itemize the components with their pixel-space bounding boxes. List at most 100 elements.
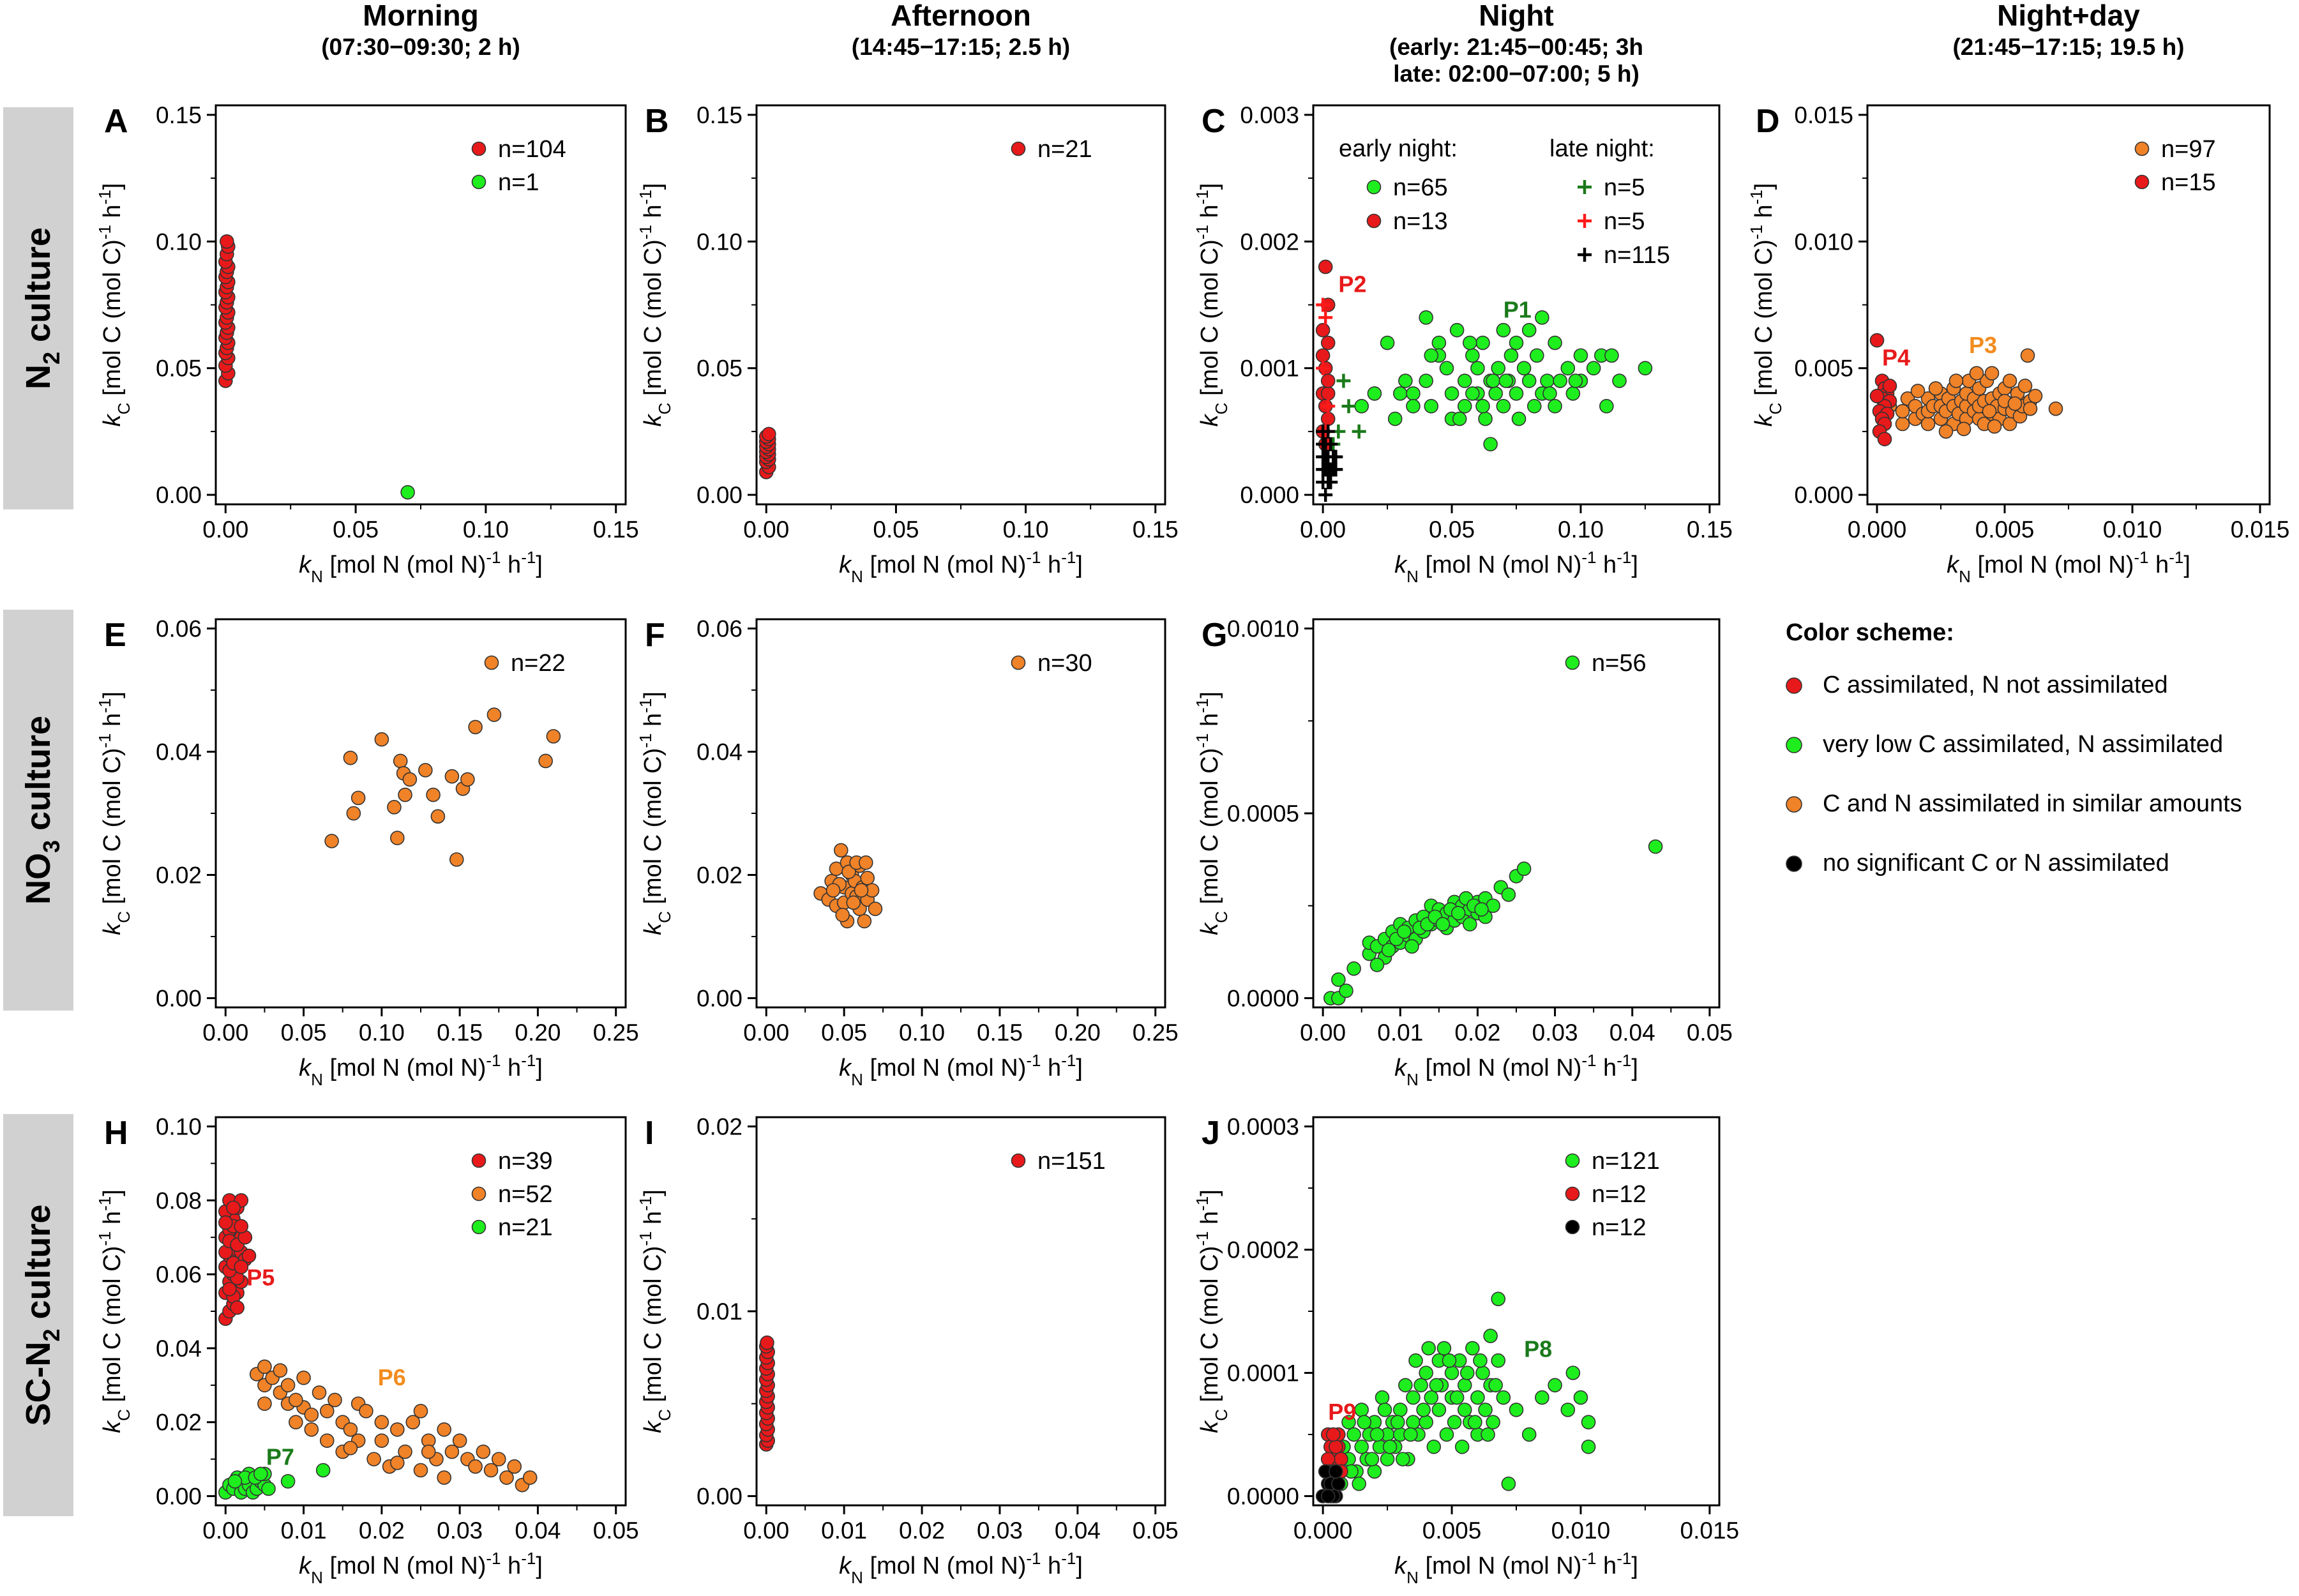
axis-label-superscript: -1: [95, 1196, 114, 1211]
data-point: [1316, 437, 1330, 451]
y-axis-label: kC [mol C (mol C)-1 h-1]: [95, 691, 133, 935]
data-point: [1320, 1452, 1336, 1466]
x-tick-label: 0.15: [437, 1020, 483, 1046]
axis-label-tail: h: [1196, 204, 1223, 225]
annotation-label: P5: [246, 1264, 275, 1290]
x-tick-label: 0.05: [873, 516, 919, 543]
data-point: [1449, 322, 1465, 338]
axis-label-unit: [mol C (mol C): [640, 239, 667, 402]
panel-letter: E: [104, 617, 126, 654]
data-point: [319, 1433, 335, 1448]
data-point: [2007, 396, 2023, 411]
data-point: [387, 800, 402, 815]
data-point: [483, 1463, 499, 1478]
legend-marker: [1578, 180, 1592, 194]
axis-label-superscript: -1: [1617, 548, 1631, 567]
data-point: [402, 772, 418, 787]
axis-label-variable: k: [99, 413, 126, 426]
plot-frame: [215, 618, 627, 1009]
series-green: [1323, 839, 1663, 1005]
data-point: [1377, 1403, 1392, 1417]
axis-label-superscript: -1: [1617, 1549, 1631, 1568]
data-point: [1586, 361, 1601, 376]
color-scheme-legend: Color scheme: C assimilated, N not assimi…: [1786, 619, 2242, 877]
y-axis-label: kC [mol C (mol C)-1 h-1]: [95, 1189, 133, 1433]
axis-label-subscript: C: [114, 911, 133, 923]
data-point: [1429, 1378, 1444, 1393]
legend-item: n=121: [1565, 1148, 1660, 1175]
data-point: [319, 1404, 335, 1419]
data-point: [1320, 335, 1336, 350]
y-axis-label: kC [mol C (mol C)-1 h-1]: [636, 691, 674, 935]
axis-label-superscript: -1: [2134, 548, 2148, 567]
y-tick-label: 0.0001: [1227, 1360, 1299, 1387]
data-point: [2020, 348, 2035, 363]
data-point: [1877, 432, 1892, 447]
data-point: [1442, 1353, 1457, 1368]
data-point: [1491, 1353, 1506, 1368]
data-point: [1560, 1403, 1576, 1417]
axis-label-subscript: N: [311, 1070, 323, 1089]
y-tick-label: 0.02: [697, 862, 742, 889]
axis-label-unit: [mol C (mol C): [1196, 1246, 1223, 1409]
axis-label-end: ]: [99, 691, 126, 698]
data-point: [1320, 1489, 1336, 1503]
data-point: [1369, 1427, 1385, 1442]
data-point: [390, 1456, 405, 1470]
color-scheme-item: no significant C or N assimilated: [1786, 850, 2169, 877]
data-point: [1380, 1452, 1395, 1466]
x-tick-label: 0.000: [1848, 516, 1907, 543]
data-point: [1938, 424, 1954, 439]
axis-label-subscript: C: [114, 403, 133, 415]
column-header-subtitle: (14:45−17:15; 2.5 h): [852, 34, 1070, 60]
axis-label-unit: [mol C (mol C): [640, 1246, 667, 1409]
axis-label-tail: h: [99, 204, 126, 225]
y-tick-label: 0.00: [697, 482, 742, 508]
x-tick-label: 0.03: [1532, 1020, 1578, 1046]
plot-frame: [755, 104, 1166, 506]
data-point: [1439, 1427, 1454, 1442]
axis-label-subscript: N: [851, 1568, 863, 1587]
data-point: [1419, 373, 1433, 388]
data-point: [1381, 942, 1396, 958]
series-green: [218, 1463, 331, 1500]
data-point: [1398, 1378, 1413, 1393]
axis-label-subscript: N: [851, 1070, 863, 1089]
data-point: [257, 1396, 272, 1412]
data-point: [413, 1404, 428, 1419]
data-point: [1509, 386, 1524, 401]
series-orange: [1882, 348, 2063, 439]
legend-marker: [1366, 179, 1382, 195]
series-red: [1315, 259, 1336, 452]
axis-label-end: ]: [1631, 1055, 1638, 1081]
data-point: [835, 907, 850, 922]
data-point: [1573, 1390, 1588, 1405]
axis-label-variable: k: [1196, 922, 1223, 935]
data-point: [1405, 939, 1419, 954]
legend-marker: [471, 141, 486, 156]
data-point: [1501, 887, 1516, 902]
data-point: [1540, 373, 1555, 388]
legend-label: n=39: [498, 1148, 553, 1175]
data-point: [1315, 322, 1330, 338]
legend-marker: [484, 655, 499, 670]
data-point: [1474, 902, 1489, 917]
data-point: [854, 883, 869, 898]
x-tick-label: 0.15: [1687, 516, 1733, 543]
data-point: [1928, 381, 1943, 396]
y-tick-label: 0.00: [156, 986, 202, 1012]
x-axis-label: kN [mol N (mol N)-1 h-1]: [299, 548, 543, 586]
data-point: [1421, 1341, 1436, 1356]
series-black: [1315, 1464, 1346, 1503]
data-point: [858, 855, 873, 870]
axis-label-tail: h: [1196, 713, 1223, 734]
axis-label-unit: [mol C (mol C): [99, 748, 126, 911]
axis-label-variable: k: [1947, 552, 1960, 578]
y-tick-label: 0.10: [156, 1113, 202, 1140]
data-point: [1447, 1415, 1462, 1430]
x-tick-label: 0.01: [281, 1517, 327, 1544]
legend-label: n=104: [498, 136, 566, 163]
x-tick-label: 0.00: [202, 1020, 248, 1046]
color-scheme-label: very low C assimilated, N assimilated: [1823, 731, 2223, 758]
data-point: [304, 1407, 319, 1422]
